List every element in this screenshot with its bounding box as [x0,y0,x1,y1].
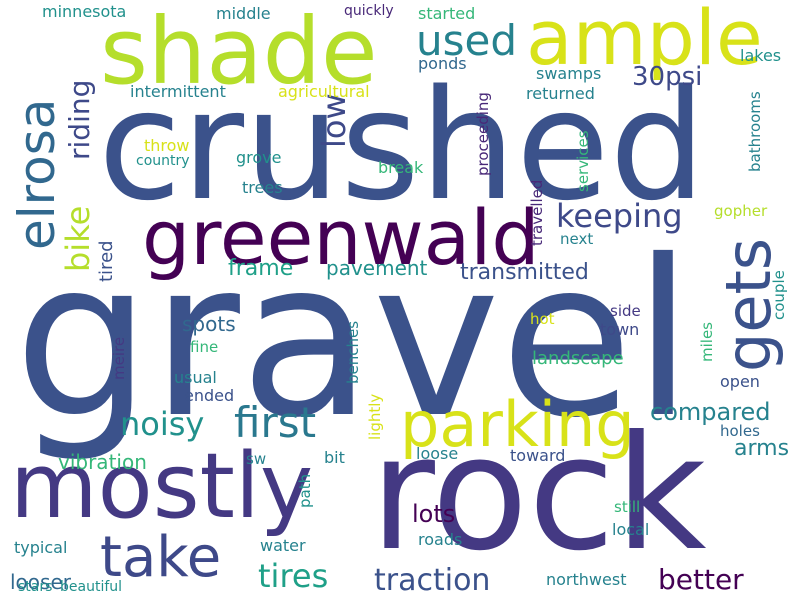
word-transmitted: transmitted [460,260,589,285]
word-path: path [296,473,314,508]
word-loose: loose [416,444,459,463]
word-shade: shade [100,0,378,105]
word-bike: bike [59,205,97,272]
word-ponds: ponds [418,54,467,73]
word-riding: riding [63,79,96,160]
word-crushed: crushed [98,57,706,234]
word-beautiful: beautiful [60,579,123,595]
word-usual: usual [174,368,217,387]
word-bathrooms: bathrooms [746,91,764,172]
word-ample: ample [526,0,763,82]
word-break: break [378,158,424,177]
word-local: local [612,520,650,539]
word-agricultural: agricultural [278,82,370,101]
word-30psi: 30psi [632,62,703,92]
word-lakes: lakes [740,46,782,65]
word-miles: miles [698,322,716,362]
word-travelled: travelled [528,179,546,246]
word-side: side [610,302,641,320]
word-water: water [260,536,306,555]
word-still: still [614,498,641,516]
word-greenwald: greenwald [142,193,540,282]
word-ended: ended [184,386,235,405]
word-frame: frame [228,256,294,281]
word-elrosa: elrosa [8,98,66,250]
word-typical: typical [14,538,68,557]
word-rock: rock [370,402,707,586]
word-sw: sw [246,450,267,468]
word-started: started [418,4,476,23]
word-trees: trees [242,178,283,197]
word-lightly: lightly [366,393,384,440]
word-couple: couple [770,270,788,320]
word-landscape: landscape [532,348,624,369]
word-lots: lots [412,500,456,528]
word-roads: roads [418,530,463,549]
word-middle: middle [216,4,271,23]
word-first: first [234,398,317,447]
word-open: open [720,372,760,391]
word-swamps: swamps [536,64,602,83]
word-gopher: gopher [714,202,768,220]
word-used: used [416,16,518,65]
word-toward: toward [510,446,566,465]
word-bit: bit [324,448,345,467]
word-pavement: pavement [326,256,428,280]
word-stars: stars [18,579,53,595]
word-throw: throw [144,136,190,155]
word-benches: benches [344,320,362,384]
word-mostly: mostly [10,434,314,539]
word-noisy: noisy [120,405,205,443]
word-low: low [315,93,353,148]
word-intermittent: intermittent [130,82,226,101]
word-returned: returned [526,84,595,103]
word-holes: holes [720,422,760,440]
word-tires: tires [258,557,329,595]
word-country: country [136,153,190,169]
word-minnesota: minnesota [42,2,127,21]
word-looser: looser [10,570,71,594]
word-better: better [658,563,744,596]
word-tired: tired [96,240,117,282]
word-quickly: quickly [344,3,394,19]
word-town: town [600,320,640,339]
word-proceeding: proceeding [474,92,492,176]
word-hot: hot [530,310,555,328]
word-take: take [100,525,222,590]
word-gravel: gravel [14,214,694,465]
word-arms: arms [734,436,790,461]
word-services: services [574,130,592,192]
word-parking: parking [400,388,635,461]
word-keeping: keeping [556,197,683,235]
word-fine: fine [190,338,219,356]
word-vibration: vibration [58,450,147,474]
word-meire: meire [110,336,128,380]
word-grove: grove [236,148,282,167]
word-northwest: northwest [546,570,627,589]
word-next: next [560,230,594,248]
word-traction: traction [374,563,491,598]
word-compared: compared [650,398,771,426]
word-spots: spots [182,312,236,336]
